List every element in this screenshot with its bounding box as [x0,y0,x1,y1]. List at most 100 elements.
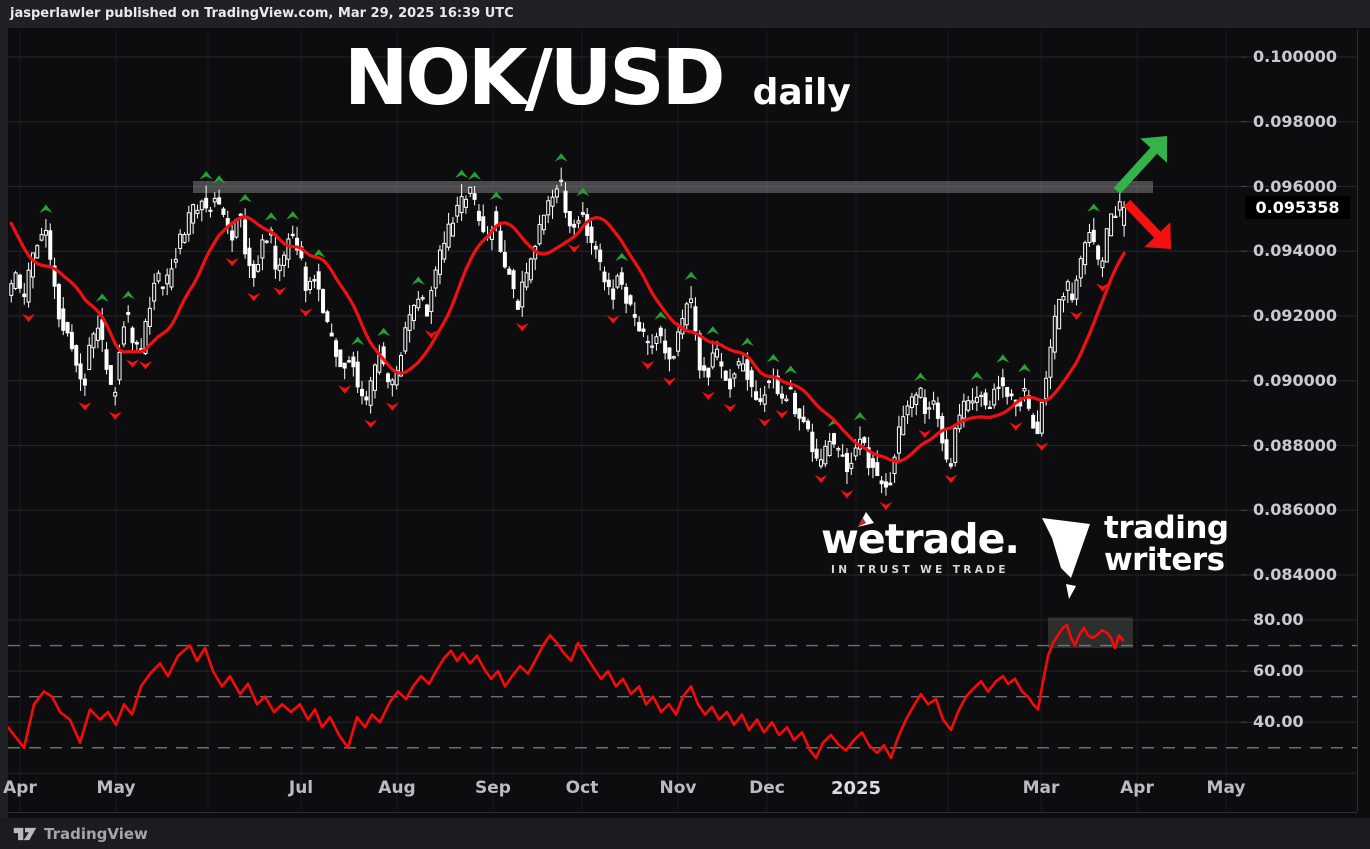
month-axis-label: Aug [378,778,416,798]
rsi-axis-label: 60.00 [1253,661,1304,681]
fractal-up-icon [554,153,568,162]
fractal-down-icon [273,287,287,296]
ma-line [9,215,1126,463]
price-axis-label: 0.094000 [1253,241,1338,261]
price-axis-label: 0.088000 [1253,435,1338,455]
fractal-down-icon [126,359,140,368]
tw-line1: trading [1104,510,1229,546]
fractal-up-icon [684,271,698,281]
rsi-highlight-box [1048,617,1133,649]
fractal-down-icon [78,402,92,411]
fractal-down-icon [225,257,239,267]
up-arrow-annotation [1113,136,1167,194]
price-axis-label: 0.100000 [1253,47,1338,66]
fractal-up-icon [489,191,503,201]
tradingview-brand-text: TradingView [44,824,148,843]
tradingwriters-arrow-icon [1042,518,1090,599]
left-edge-strip [0,28,8,849]
fractal-up-icon [996,354,1010,363]
price-axis-label: 0.096000 [1253,176,1338,196]
rsi-line [6,623,1125,760]
fractal-up-icon [238,193,252,203]
wetrade-logo-text: wetrade. [820,512,1020,563]
fractal-up-icon [286,211,300,220]
month-axis-label: Sep [475,778,511,798]
publish-header-bar: jasperlawler published on TradingView.co… [0,0,1370,28]
fractal-up-icon [1018,363,1031,373]
fractal-down-icon [1009,422,1023,431]
fractal-down-icon [299,308,313,317]
fractal-down-icon [641,360,655,370]
fractal-up-icon [784,365,798,375]
wetrade-watermark: wetrade. IN TRUST WE TRADE [820,512,1020,576]
fractal-down-icon [918,429,932,439]
fractal-down-icon [1069,311,1083,320]
fractal-down-icon [1035,442,1049,451]
fractal-up-icon [199,170,213,180]
price-axis-label: 0.092000 [1253,306,1338,325]
symbol-title: NOK/USD [344,34,726,123]
fractal-down-icon [701,391,715,401]
rsi-axis-label: 40.00 [1253,712,1304,732]
price-axis-label: 0.090000 [1253,370,1338,390]
chart-title: NOK/USD daily [344,34,851,123]
tradingview-logo-icon [12,825,38,843]
timeframe-label: daily [752,72,851,113]
month-axis-label: May [1206,778,1246,798]
price-axis-label: 0.086000 [1253,500,1338,520]
fractal-up-icon [95,293,109,302]
fractal-down-icon [814,474,828,484]
fractal-down-icon [515,322,529,332]
fractal-down-icon [758,418,772,427]
price-axis-label: 0.098000 [1253,111,1338,131]
tradingwriters-logo-text: trading writers [1104,512,1229,576]
fractal-down-icon [139,361,153,370]
fractal-up-icon [615,252,629,262]
publish-line: jasperlawler published on TradingView.co… [10,6,514,21]
fractal-up-icon [264,212,278,221]
fractal-up-icon [468,171,482,180]
tw-line2: writers [1104,542,1225,578]
fractal-down-icon [723,403,737,413]
tradingwriters-watermark: trading writers [1038,512,1229,602]
fractal-up-icon [212,175,226,184]
candles-layer [9,167,1127,496]
fractal-down-icon [775,409,789,419]
fractal-markers-layer [22,153,1109,511]
fractal-down-icon [662,377,676,386]
fractal-up-icon [1087,203,1101,212]
year-axis-label: 2025 [830,778,882,799]
price-axis-label: 0.084000 [1253,565,1338,584]
fractal-up-icon [766,353,780,363]
fractal-down-icon [338,385,352,394]
fractal-up-icon [455,169,469,179]
wetrade-tagline: IN TRUST WE TRADE [831,564,1009,576]
fractal-down-icon [108,411,122,420]
fractal-down-icon [567,244,581,253]
month-axis-label: Nov [659,778,697,798]
fractal-down-icon [385,402,399,411]
fractal-up-icon [39,204,53,214]
fractal-up-icon [377,327,391,337]
down-arrow-annotation [1123,199,1171,249]
fractal-down-icon [424,330,438,339]
fractal-up-icon [576,187,590,197]
wetrade-name: wetrade. [821,515,1020,563]
fractal-up-icon [411,276,425,285]
wetrade-flag-icon [858,512,874,527]
fractal-down-icon [840,490,854,499]
month-axis-label: Apr [1120,778,1154,798]
resistance-zone [193,181,1153,193]
month-axis-label: Oct [565,778,599,798]
month-axis-label: May [96,778,136,798]
fractal-up-icon [740,337,754,347]
fractal-up-icon [706,326,720,335]
fractal-up-icon [970,371,984,381]
fractal-down-icon [879,501,893,511]
last-price-badge: 0.095358 [1245,196,1350,219]
fractal-down-icon [22,313,36,323]
rsi-axis-label: 80.00 [1253,610,1304,629]
fractal-up-icon [121,290,135,300]
